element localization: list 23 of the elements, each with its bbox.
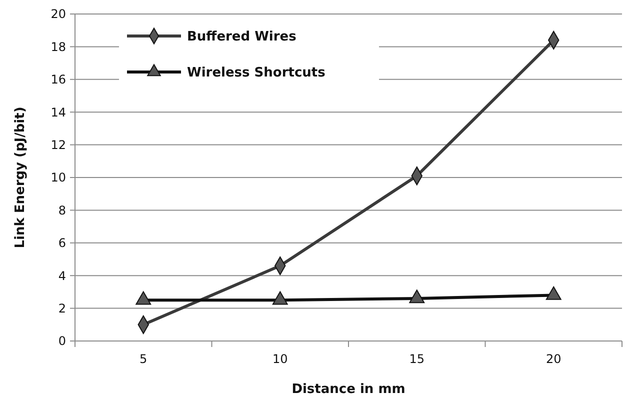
y-tick-label: 14 bbox=[50, 105, 66, 120]
point bbox=[546, 286, 562, 300]
x-tick-label: 20 bbox=[546, 352, 562, 366]
y-tick-label: 0 bbox=[58, 334, 66, 348]
point bbox=[136, 291, 152, 305]
x-tick-label: 5 bbox=[140, 352, 148, 366]
y-tick-label: 16 bbox=[50, 72, 66, 87]
y-tick-label: 2 bbox=[58, 302, 66, 316]
y-tick-label: 18 bbox=[50, 40, 66, 54]
legend-label: Buffered Wires bbox=[187, 30, 297, 45]
point bbox=[409, 290, 425, 304]
y-tick-label: 20 bbox=[50, 7, 66, 22]
y-axis-title: Link Energy (pJ/bit) bbox=[13, 106, 28, 248]
y-tick-label: 10 bbox=[50, 170, 66, 185]
y-tick-label: 8 bbox=[58, 203, 66, 218]
y-tick-label: 12 bbox=[50, 138, 66, 152]
x-axis-title: Distance in mm bbox=[292, 382, 406, 397]
x-tick-label: 15 bbox=[409, 352, 425, 366]
point bbox=[272, 291, 288, 305]
x-tick-label: 10 bbox=[272, 352, 288, 366]
y-tick-label: 4 bbox=[58, 268, 66, 283]
legend-label: Wireless Shortcuts bbox=[187, 66, 326, 81]
y-tick-label: 6 bbox=[58, 236, 66, 250]
